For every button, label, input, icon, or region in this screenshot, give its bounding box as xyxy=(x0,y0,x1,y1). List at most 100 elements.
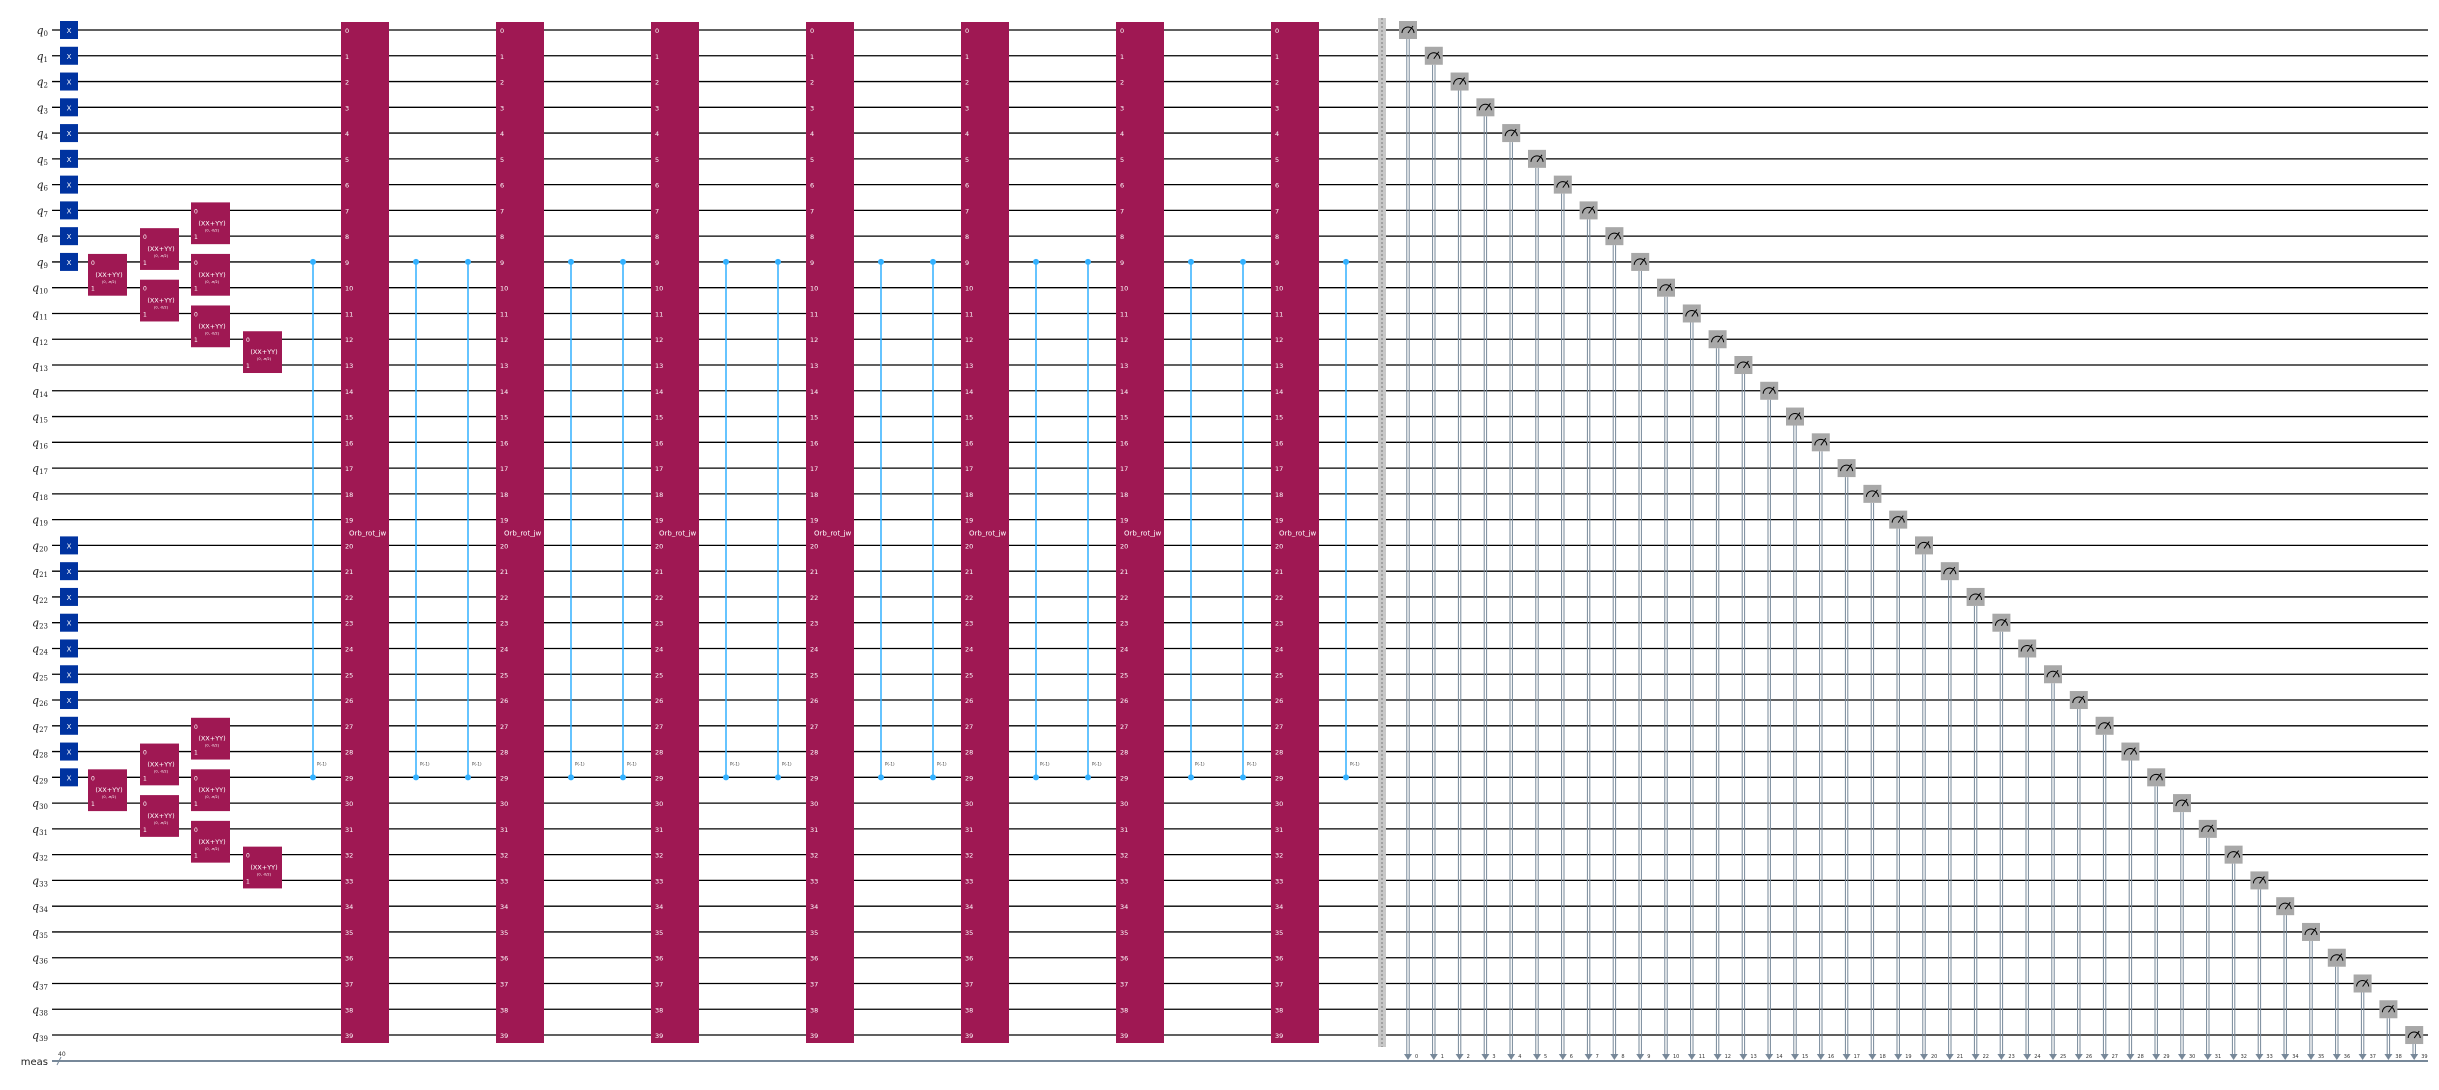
port-label: 22 xyxy=(1275,594,1283,602)
port-label: 14 xyxy=(655,388,663,396)
port-label: 30 xyxy=(655,800,663,808)
measure-gate: 3 xyxy=(1476,98,1496,1060)
x-gate: X xyxy=(60,716,78,735)
port-label: 36 xyxy=(965,955,973,963)
port-label: 29 xyxy=(345,774,353,782)
port-label: 16 xyxy=(810,439,818,447)
port-label: 21 xyxy=(500,568,508,576)
port-label: 29 xyxy=(965,774,973,782)
meter-needle-icon xyxy=(1871,489,1878,498)
port-label: 16 xyxy=(1275,439,1283,447)
port-label: 2 xyxy=(810,79,814,87)
port-label: 22 xyxy=(500,594,508,602)
arrow-icon xyxy=(1533,1054,1541,1060)
arrow-icon xyxy=(1610,1054,1619,1060)
controlled-phase-gate: P(-1) xyxy=(1085,258,1102,781)
measure-box xyxy=(1424,46,1443,65)
x-gate: X xyxy=(60,587,78,606)
port-label: 39 xyxy=(1120,1032,1128,1040)
phase-label: P(-1) xyxy=(782,761,792,766)
arrow-icon xyxy=(1791,1054,1799,1060)
measure-box xyxy=(1399,21,1417,39)
xx-plus-yy-params: (0, -π/2) xyxy=(205,744,220,748)
x-gate-label: X xyxy=(67,774,72,782)
port-label: 36 xyxy=(500,955,508,963)
x-gate: X xyxy=(60,768,78,787)
x-gate: X xyxy=(60,227,78,246)
meter-needle-icon xyxy=(2362,979,2369,987)
meter-icon xyxy=(2201,825,2215,832)
port-label: 21 xyxy=(810,568,818,576)
port-label: 19 xyxy=(500,517,508,525)
measure-gate: 38 xyxy=(2379,1000,2402,1060)
qubit-label: q11 xyxy=(32,307,48,321)
qubit-label: q6 xyxy=(36,179,48,193)
port-label: 13 xyxy=(810,362,818,370)
port-label: 5 xyxy=(965,156,969,164)
orb-rot-jw-box xyxy=(1271,22,1319,1043)
phase-label: P(-1) xyxy=(1040,761,1050,766)
port-label: 0 xyxy=(965,27,969,35)
port-label: 39 xyxy=(655,1032,663,1040)
port-label: 19 xyxy=(1120,517,1128,525)
port-label: 3 xyxy=(965,104,969,112)
x-gate: X xyxy=(60,72,78,91)
port-label: 30 xyxy=(1275,800,1283,808)
port-label: 37 xyxy=(1275,980,1283,988)
port-label: 39 xyxy=(500,1032,508,1040)
port-label: 4 xyxy=(345,130,349,138)
x-gate-label: X xyxy=(67,207,72,215)
xx-plus-yy-label: (XX+YY) xyxy=(198,786,225,794)
port-label: 37 xyxy=(1120,980,1128,988)
xx-plus-yy-params: (0, -π/2) xyxy=(102,795,117,799)
control-dot xyxy=(310,258,316,265)
port-label: 33 xyxy=(655,877,663,885)
measure-gate: 35 xyxy=(2302,922,2324,1060)
port-label: 38 xyxy=(500,1006,508,1014)
qubit-prefix: q xyxy=(32,849,39,862)
measure-index: 7 xyxy=(1596,1054,1599,1060)
port-label: 12 xyxy=(655,336,663,344)
qubit-label: q8 xyxy=(36,230,48,244)
port-label: 1 xyxy=(246,878,250,885)
port-label: 33 xyxy=(1120,877,1128,885)
qubit-label: q20 xyxy=(32,539,48,553)
meter-icon xyxy=(1711,335,1725,343)
qubit-index: 39 xyxy=(39,1035,48,1043)
measure-index: 6 xyxy=(1570,1054,1573,1060)
arrow-icon xyxy=(1429,1054,1438,1060)
control-dot xyxy=(1240,258,1246,265)
arrow-icon xyxy=(2255,1054,2264,1060)
port-label: 10 xyxy=(1120,285,1128,293)
port-label: 22 xyxy=(1120,594,1128,602)
measure-box xyxy=(2327,948,2346,967)
measure-box xyxy=(1502,124,1521,143)
port-label: 28 xyxy=(1275,749,1283,757)
port-label: 8 xyxy=(500,233,504,241)
qubit-label: q29 xyxy=(32,771,48,785)
xx-plus-yy-label: (XX+YY) xyxy=(147,245,174,253)
xx-plus-yy-gate: 0 1(XX+YY)(0, -π/2) xyxy=(191,305,230,348)
port-label: 27 xyxy=(965,723,973,731)
arrow-icon xyxy=(1507,1054,1516,1060)
port-label: 22 xyxy=(810,594,818,602)
controlled-phase-gate: P(-1) xyxy=(465,258,482,781)
qubit-prefix: q xyxy=(32,1003,39,1016)
port-label: 16 xyxy=(500,439,508,447)
target-dot xyxy=(1240,774,1246,781)
meter-icon xyxy=(2330,954,2344,961)
x-gate-label: X xyxy=(67,182,72,190)
xx-plus-yy-box xyxy=(140,743,179,786)
port-label: 1 xyxy=(345,53,349,61)
port-label: 10 xyxy=(810,285,818,293)
xx-plus-yy-gate: 0 1(XX+YY)(0, -π/2) xyxy=(243,331,282,374)
port-label: 30 xyxy=(500,800,508,808)
qubit-label: q12 xyxy=(32,333,48,347)
measure-index: 8 xyxy=(1621,1054,1624,1060)
x-gate-box xyxy=(60,665,78,684)
port-label: 17 xyxy=(500,465,508,473)
arrow-icon xyxy=(1662,1054,1670,1060)
arrow-icon xyxy=(1687,1054,1696,1060)
measure-gate: 2 xyxy=(1450,72,1470,1060)
